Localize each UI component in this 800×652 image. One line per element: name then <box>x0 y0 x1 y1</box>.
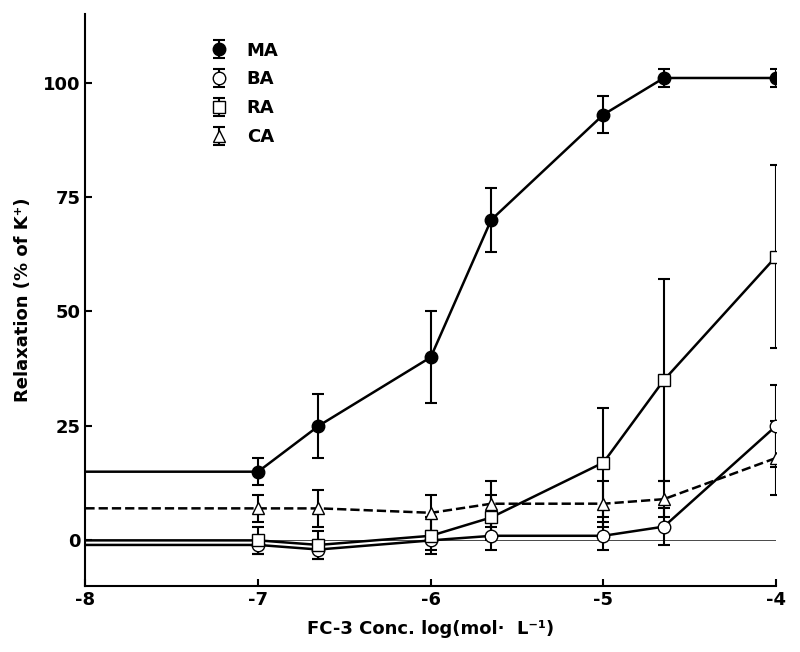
Y-axis label: Relaxation (% of K⁺): Relaxation (% of K⁺) <box>14 198 32 402</box>
Legend: MA, BA, RA, CA: MA, BA, RA, CA <box>198 35 286 153</box>
X-axis label: FC-3 Conc. log(mol·  L⁻¹): FC-3 Conc. log(mol· L⁻¹) <box>307 620 554 638</box>
